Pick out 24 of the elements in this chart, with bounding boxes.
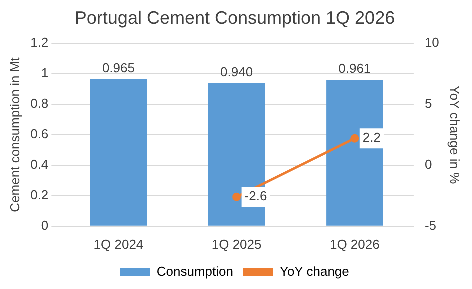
x-tick-label: 1Q 2024 [94,236,144,252]
data-label: 0.940 [220,64,254,80]
x-tick-label: 1Q 2025 [212,236,262,252]
data-label: -2.6 [244,188,268,204]
y-tick-label: 0.6 [30,126,49,142]
y2-tick-label: 10 [424,35,440,50]
y-axis-title: Cement consumption in Mt [7,57,22,212]
y-tick-label: 1 [41,66,49,81]
x-tick-label: 1Q 2026 [330,236,380,252]
chart-title: Portugal Cement Consumption 1Q 2026 [74,8,396,28]
legend-label: YoY change [280,264,350,280]
y2-tick-label: 0 [424,157,432,172]
data-label: 2.2 [362,130,381,146]
data-label: 0.965 [102,60,135,76]
y2-tick-label: 5 [424,96,432,112]
y-tick-label: 0 [41,218,49,233]
y-tick-label: 0.8 [30,96,49,112]
y-tick-label: 0.2 [30,188,49,203]
y2-tick-label: -5 [424,218,437,233]
y-tick-label: 0.4 [30,157,49,172]
legend-label: Consumption [156,264,234,280]
data-label: 0.961 [338,61,372,76]
y2-axis-title: YoY change in % [448,86,463,185]
y-tick-label: 1.2 [30,35,49,50]
